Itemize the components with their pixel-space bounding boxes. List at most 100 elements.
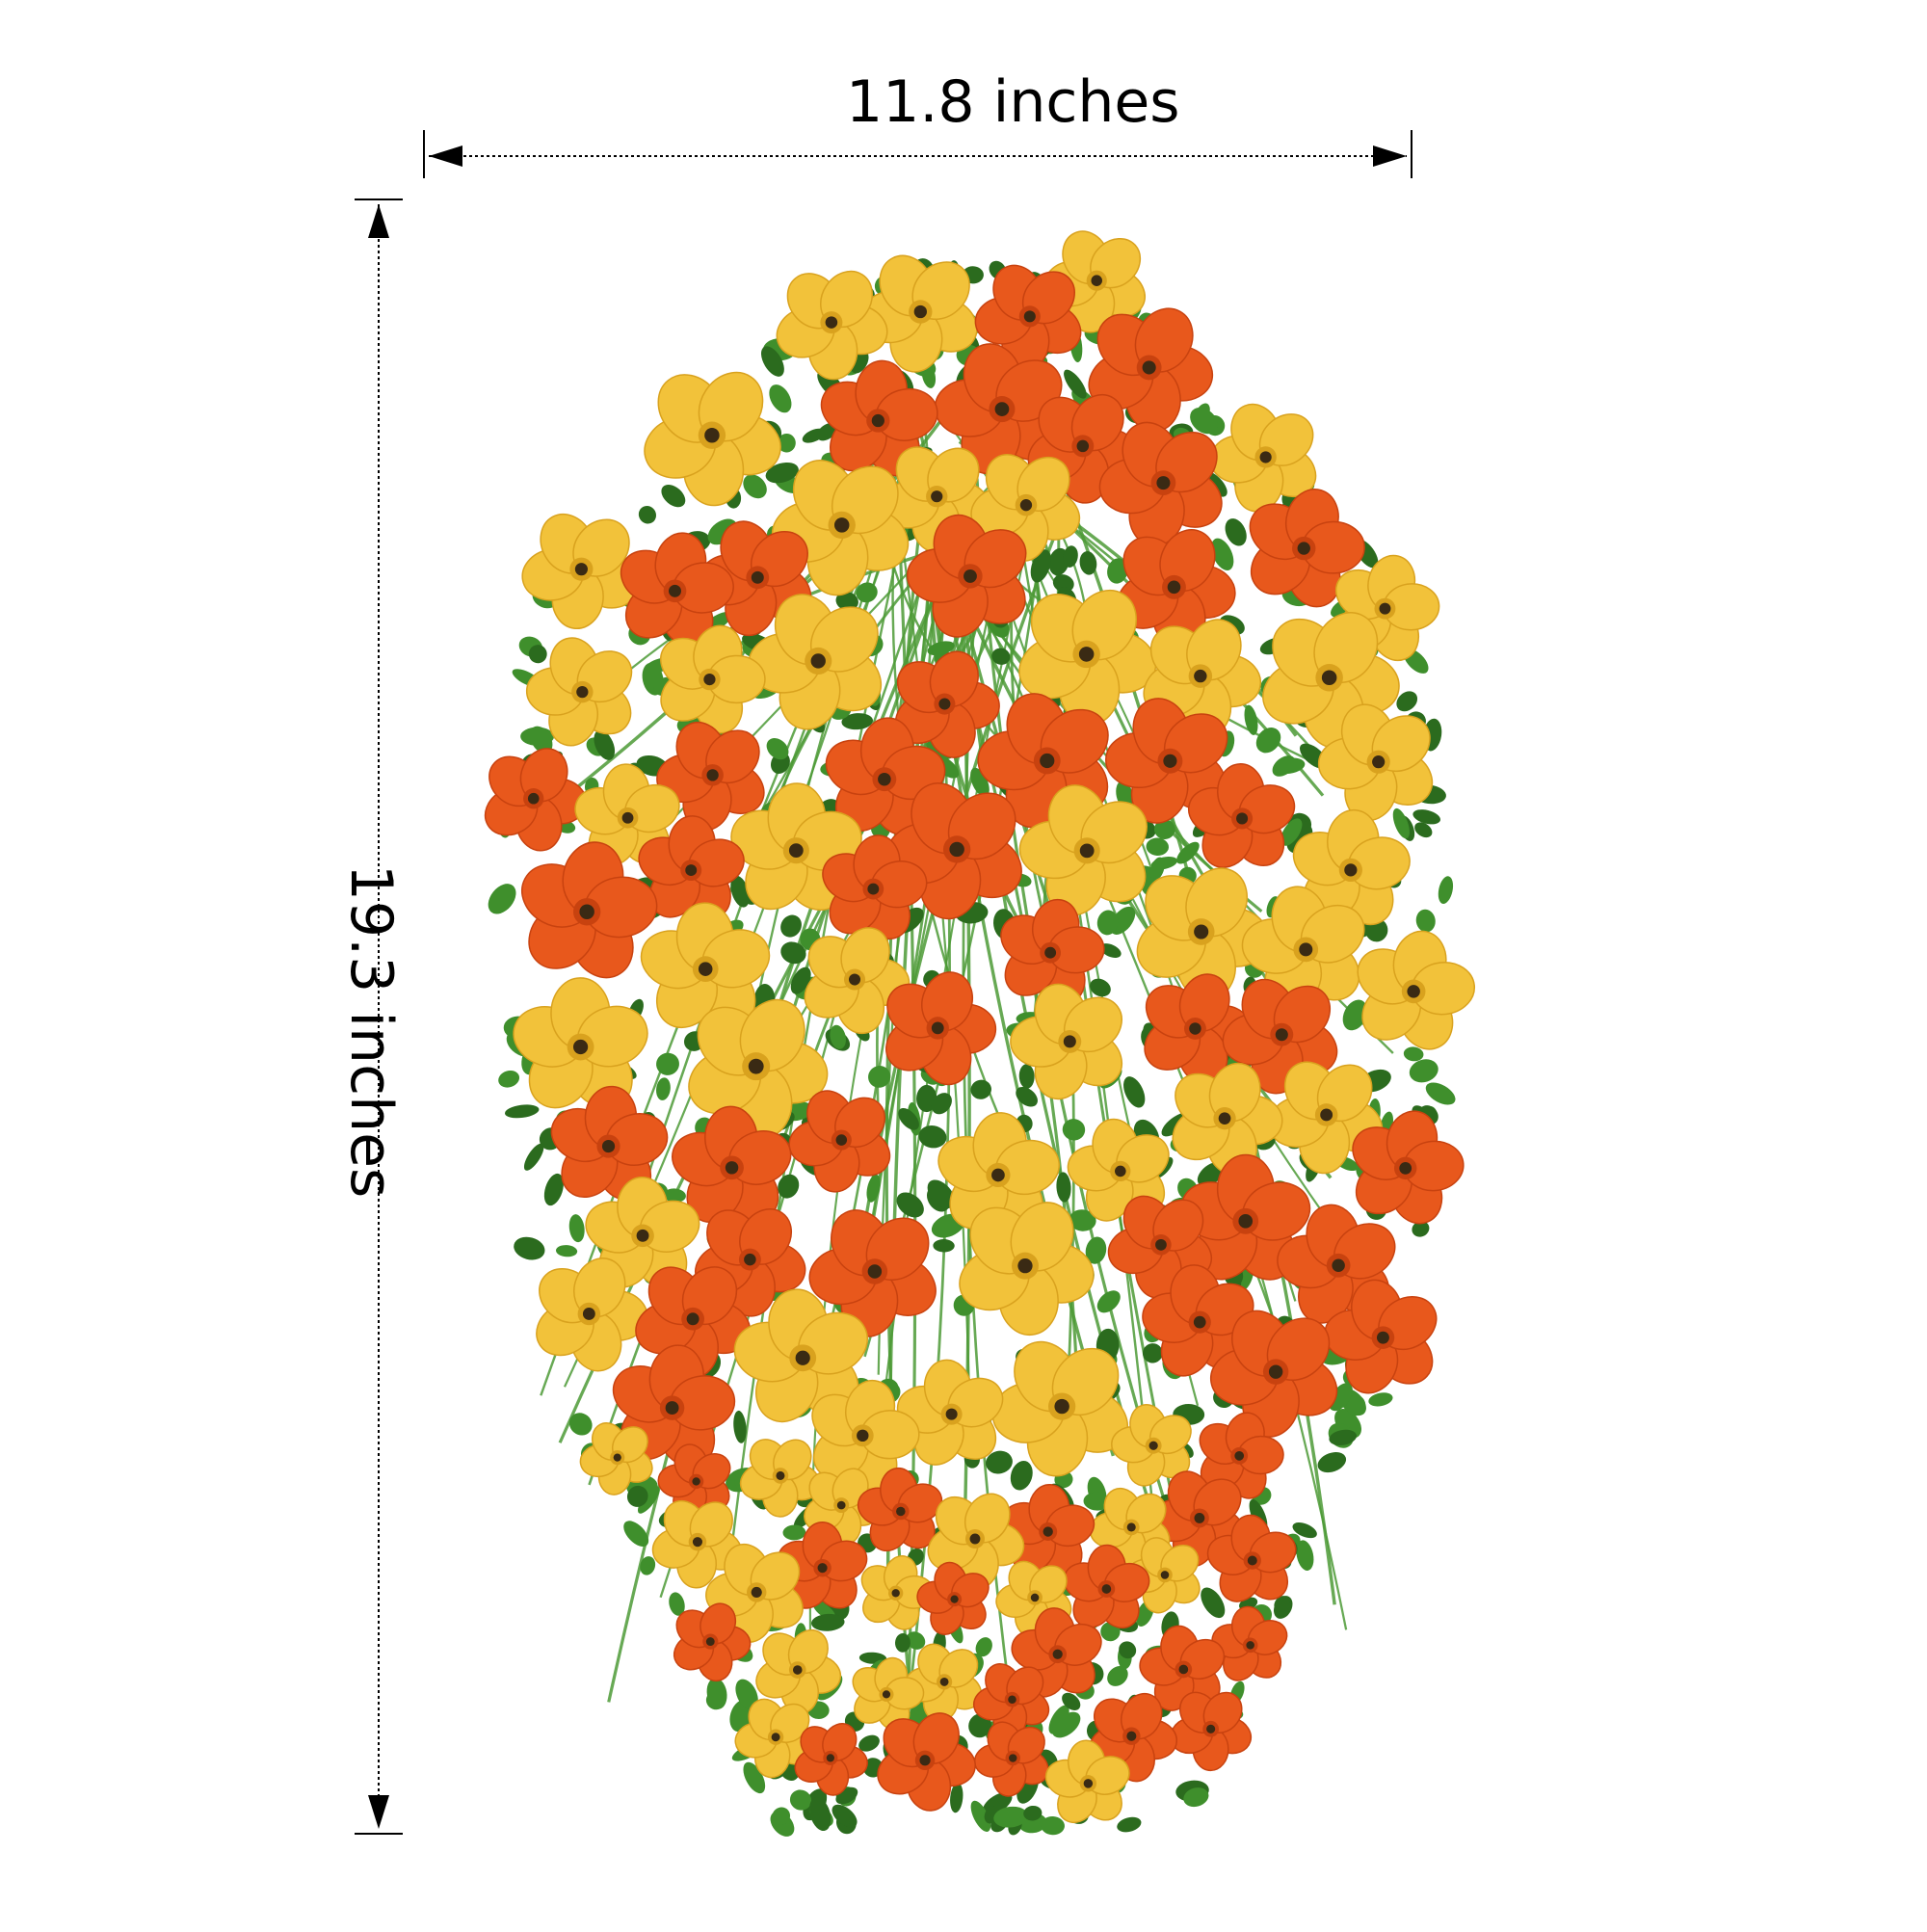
leaf — [1041, 1816, 1065, 1836]
leaf — [1146, 837, 1169, 856]
flower — [1172, 1062, 1283, 1176]
flower — [651, 1499, 743, 1589]
flower — [1098, 421, 1223, 547]
flower — [1187, 763, 1296, 868]
flower — [755, 1628, 842, 1714]
leaf — [769, 384, 792, 413]
flower — [1044, 1739, 1130, 1824]
leaf — [832, 1804, 858, 1828]
flower — [638, 815, 745, 919]
leaf — [1415, 909, 1436, 933]
leaf — [1225, 518, 1247, 546]
leaf — [896, 1192, 924, 1218]
leaf — [1064, 369, 1087, 399]
leaf — [1100, 943, 1122, 958]
leaf — [1016, 1086, 1038, 1107]
leaf — [986, 1450, 1013, 1474]
flower — [525, 637, 633, 747]
leaf — [568, 1214, 585, 1243]
leaf — [1085, 1236, 1107, 1264]
flower — [1144, 973, 1253, 1085]
leaf — [1190, 407, 1218, 435]
leaf — [735, 1679, 758, 1710]
leaf — [1010, 1460, 1033, 1491]
flower — [1139, 1625, 1226, 1711]
flower — [877, 1712, 976, 1812]
leaf — [991, 648, 1011, 665]
flower — [730, 782, 862, 912]
leaf — [1051, 1711, 1081, 1738]
flower — [927, 1493, 1025, 1589]
flower — [635, 1266, 752, 1379]
leaf — [638, 506, 657, 524]
leaf — [782, 1524, 806, 1541]
arrow-left-icon — [429, 146, 462, 167]
flower — [794, 1723, 868, 1796]
flower — [822, 834, 928, 940]
leaf — [504, 1104, 540, 1119]
flower — [673, 1602, 752, 1682]
arrow-right-icon — [1373, 146, 1407, 167]
flower — [657, 1443, 731, 1520]
leaf — [1183, 1787, 1209, 1808]
flower — [1170, 1691, 1253, 1772]
leaf — [790, 966, 811, 994]
flower — [1352, 1110, 1465, 1225]
leaf — [858, 1734, 880, 1752]
leaf — [927, 1179, 955, 1209]
leaf — [780, 914, 802, 938]
flower — [885, 971, 997, 1086]
leaf — [1062, 1119, 1086, 1141]
leaf — [743, 474, 767, 499]
leaf — [626, 1485, 648, 1507]
leaf — [1342, 999, 1368, 1031]
leaf — [568, 1413, 593, 1436]
leaf — [1142, 1343, 1163, 1363]
flowers — [484, 230, 1476, 1824]
flower — [748, 594, 883, 730]
leaf — [623, 1521, 649, 1548]
leaf — [841, 713, 874, 730]
leaf — [765, 462, 799, 484]
flower — [640, 902, 771, 1029]
flower — [579, 1422, 653, 1495]
flower — [688, 998, 829, 1139]
flower — [620, 532, 734, 648]
leaf — [970, 767, 990, 798]
leaf — [866, 1174, 881, 1203]
leaf — [1018, 1064, 1035, 1089]
leaf — [520, 727, 555, 746]
leaf — [1255, 728, 1281, 754]
leaf — [1280, 818, 1303, 846]
leaf — [743, 1761, 766, 1794]
flower — [660, 624, 766, 734]
leaf — [1083, 1492, 1110, 1511]
leaf — [1317, 1452, 1347, 1473]
leaf — [1096, 1290, 1121, 1313]
arrow-down-icon — [368, 1795, 389, 1829]
leaf — [656, 1077, 671, 1100]
leaf — [918, 1125, 947, 1149]
leaf — [895, 1632, 911, 1653]
flower — [1222, 978, 1338, 1095]
leaf — [950, 1783, 964, 1813]
leaf — [993, 1806, 1028, 1828]
flower — [860, 1555, 935, 1630]
flower — [1018, 589, 1157, 726]
flower — [513, 977, 648, 1109]
leaf — [543, 1173, 564, 1206]
flower — [1206, 1514, 1297, 1602]
flower — [644, 371, 781, 507]
leaf — [835, 592, 858, 611]
leaf — [1107, 558, 1128, 584]
flower — [1249, 489, 1365, 608]
leaf — [1273, 757, 1306, 775]
leaf — [1117, 1816, 1142, 1833]
leaf — [809, 1797, 832, 1832]
leaf — [856, 582, 878, 603]
flower — [484, 748, 588, 852]
flower — [672, 1105, 792, 1223]
leaf — [1403, 1046, 1424, 1062]
flower — [1111, 1404, 1192, 1487]
leaf — [555, 1245, 578, 1257]
